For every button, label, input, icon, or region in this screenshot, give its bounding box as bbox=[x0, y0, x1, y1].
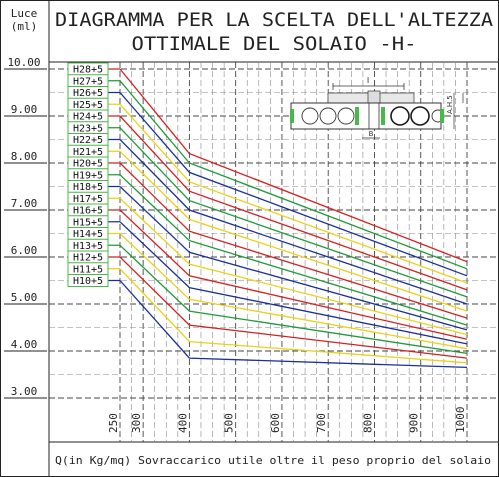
x-tick-label: 800 bbox=[361, 413, 374, 433]
y-tick-label: 4.00 bbox=[11, 338, 38, 351]
x-tick-label: 600 bbox=[269, 413, 282, 433]
x-tick-label: 700 bbox=[315, 413, 328, 433]
series-line bbox=[119, 197, 468, 336]
series-line bbox=[119, 103, 468, 284]
series-label: H20+5 bbox=[73, 159, 103, 170]
series-line bbox=[119, 174, 468, 326]
svg-text:B: B bbox=[369, 130, 374, 138]
series-label: H27+5 bbox=[73, 76, 103, 87]
series-line bbox=[119, 92, 468, 277]
y-tick-label: 10.00 bbox=[7, 56, 40, 69]
y-axis-unit: (ml) bbox=[11, 20, 38, 33]
title-line-2: OTTIMALE DEL SOLAIO -H- bbox=[132, 33, 417, 55]
y-tick-label: 5.00 bbox=[11, 291, 38, 304]
series-labels: H28+5H27+5H26+5H25+5H24+5H23+5H22+5H21+5… bbox=[67, 62, 109, 287]
series-label: H10+5 bbox=[73, 276, 103, 287]
series-line bbox=[119, 127, 468, 298]
series-label: H13+5 bbox=[73, 241, 103, 252]
y-axis-label: Luce bbox=[11, 7, 38, 20]
y-tick-label: 6.00 bbox=[11, 244, 38, 257]
series-line bbox=[119, 115, 468, 291]
series-label: H24+5 bbox=[73, 112, 103, 123]
series-line bbox=[119, 209, 468, 340]
x-tick-label: 250 bbox=[107, 413, 120, 433]
y-tick-label: 9.00 bbox=[11, 103, 38, 116]
series-label: H14+5 bbox=[73, 229, 103, 240]
series-label: H23+5 bbox=[73, 123, 103, 134]
svg-text:A.H.5: A.H.5 bbox=[446, 95, 454, 114]
series-label: H17+5 bbox=[73, 194, 103, 205]
x-tick-label: 300 bbox=[130, 413, 143, 433]
slab-section-illustration: I B A.H.5 bbox=[290, 76, 464, 139]
svg-text:I: I bbox=[367, 76, 369, 85]
x-ticks: 250 300 400 500 600 700 800 900 1000 bbox=[107, 407, 467, 434]
series-label: H21+5 bbox=[73, 147, 103, 158]
series-label: H22+5 bbox=[73, 135, 103, 146]
x-tick-label: 1000 bbox=[454, 407, 467, 434]
y-tick-label: 3.00 bbox=[11, 385, 38, 398]
series-line bbox=[119, 280, 468, 369]
y-tick-label: 7.00 bbox=[11, 197, 38, 210]
series-label: H11+5 bbox=[73, 264, 103, 275]
series-line bbox=[119, 186, 468, 331]
series-label: H25+5 bbox=[73, 100, 103, 111]
x-tick-label: 900 bbox=[408, 413, 421, 433]
series-label: H16+5 bbox=[73, 206, 103, 217]
series-label: H19+5 bbox=[73, 170, 103, 181]
series-label: H15+5 bbox=[73, 217, 103, 228]
y-ticks: 3.00 4.00 5.00 6.00 7.00 8.00 9.00 10.00 bbox=[4, 56, 47, 399]
series-label: H18+5 bbox=[73, 182, 103, 193]
series-label-box bbox=[67, 274, 109, 287]
series-line bbox=[119, 80, 468, 270]
x-tick-label: 500 bbox=[223, 413, 236, 433]
series-line bbox=[119, 244, 468, 355]
series-label: H12+5 bbox=[73, 253, 103, 264]
series-label: H28+5 bbox=[73, 65, 103, 76]
series-line bbox=[119, 221, 468, 345]
series-line bbox=[119, 150, 468, 312]
x-axis-label: Q(in Kg/mq) Sovraccarico utile oltre il … bbox=[55, 454, 491, 467]
series-line bbox=[119, 162, 468, 319]
series-line bbox=[119, 268, 468, 364]
series-line bbox=[119, 256, 468, 359]
series-line bbox=[119, 68, 468, 263]
title-line-1: DIAGRAMMA PER LA SCELTA DELL'ALTEZZA bbox=[55, 9, 494, 31]
series-label: H26+5 bbox=[73, 88, 103, 99]
series-line bbox=[119, 233, 468, 350]
x-tick-label: 400 bbox=[176, 413, 189, 433]
y-tick-label: 8.00 bbox=[11, 150, 38, 163]
series-line bbox=[119, 139, 468, 305]
